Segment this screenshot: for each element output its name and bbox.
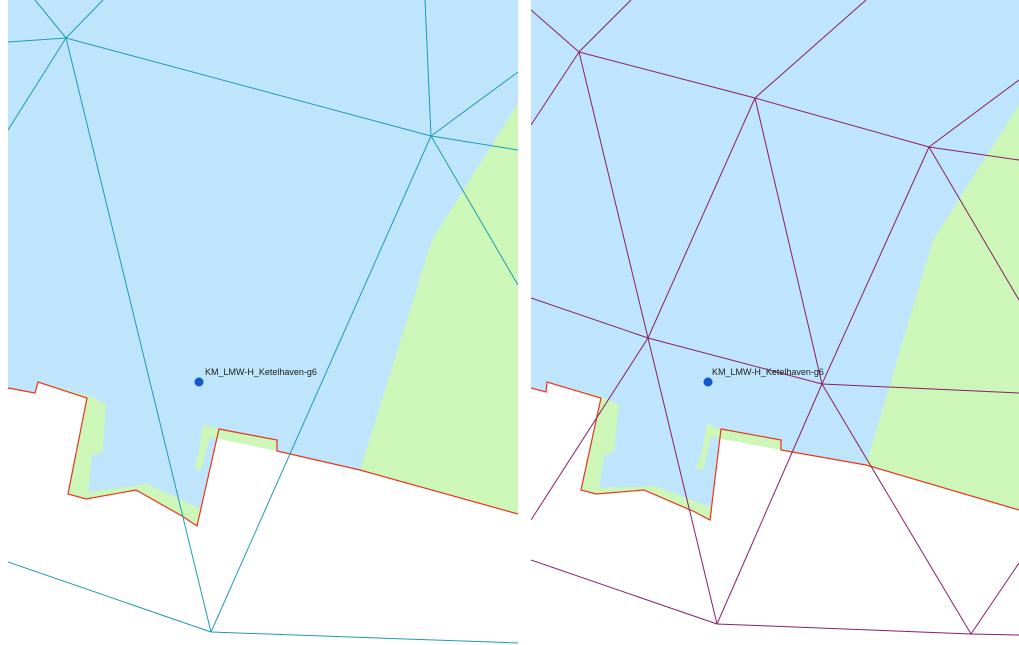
mesh-edge	[65, 37, 432, 137]
mesh-edge	[647, 97, 756, 339]
map-canvas-left: KM_LMW-H_Ketelhaven-g6	[8, 0, 518, 644]
mesh-edge	[34, 0, 67, 39]
map-panel-right[interactable]: KM_LMW-H_Ketelhaven-g6	[531, 0, 1019, 645]
location-label: KM_LMW-H_Ketelhaven-g6	[205, 367, 317, 377]
mesh-lines	[8, 0, 518, 644]
mesh-edge	[578, 51, 649, 339]
mesh-edge	[821, 383, 1019, 394]
mesh-edge	[531, 9, 580, 53]
map-panel-left[interactable]: KM_LMW-H_Ketelhaven-g6	[8, 0, 518, 645]
mesh-edge	[65, 0, 104, 39]
mesh-edge	[821, 383, 972, 635]
land-strip	[696, 424, 781, 470]
mesh-edge	[928, 79, 1019, 148]
mesh-edge	[531, 337, 649, 521]
mesh-edge	[970, 562, 1019, 635]
mesh-edge	[8, 37, 67, 43]
map-canvas-right: KM_LMW-H_Ketelhaven-g6	[531, 0, 1019, 636]
land-strip	[38, 382, 201, 526]
mesh-edge	[754, 97, 930, 148]
mesh-edge	[647, 337, 823, 385]
mesh-edge	[754, 0, 867, 99]
mesh-edge	[821, 146, 930, 385]
mesh-edge	[531, 559, 718, 625]
land-area	[866, 105, 1019, 510]
mesh-edge	[716, 383, 823, 625]
location-label: KM_LMW-H_Ketelhaven-g6	[712, 367, 824, 377]
mesh-edge	[531, 297, 649, 339]
mesh-edge	[754, 97, 823, 385]
mesh-edge	[210, 135, 432, 633]
mesh-edge	[430, 135, 518, 151]
mesh-edge	[424, 0, 432, 137]
mesh-edge	[578, 0, 632, 53]
mesh-edge	[8, 37, 67, 131]
mesh-edge	[928, 146, 1019, 161]
mesh-edge	[647, 337, 718, 625]
mesh-edge	[65, 37, 212, 633]
mesh-edge	[716, 623, 972, 635]
mesh-edge	[928, 146, 1019, 301]
mesh-edge	[531, 51, 580, 126]
land-strip	[547, 382, 713, 520]
mesh-edge	[8, 561, 212, 633]
location-marker[interactable]	[703, 377, 713, 387]
land-boundary	[531, 381, 1019, 521]
land-area	[360, 103, 518, 514]
mesh-edge	[430, 71, 518, 137]
mesh-lines	[531, 0, 1019, 636]
mesh-edge	[970, 633, 1019, 636]
mesh-edge	[430, 135, 518, 286]
mesh-edge	[210, 631, 518, 644]
land-boundary	[8, 381, 518, 527]
location-marker[interactable]	[194, 377, 204, 387]
mesh-edge	[578, 51, 756, 99]
